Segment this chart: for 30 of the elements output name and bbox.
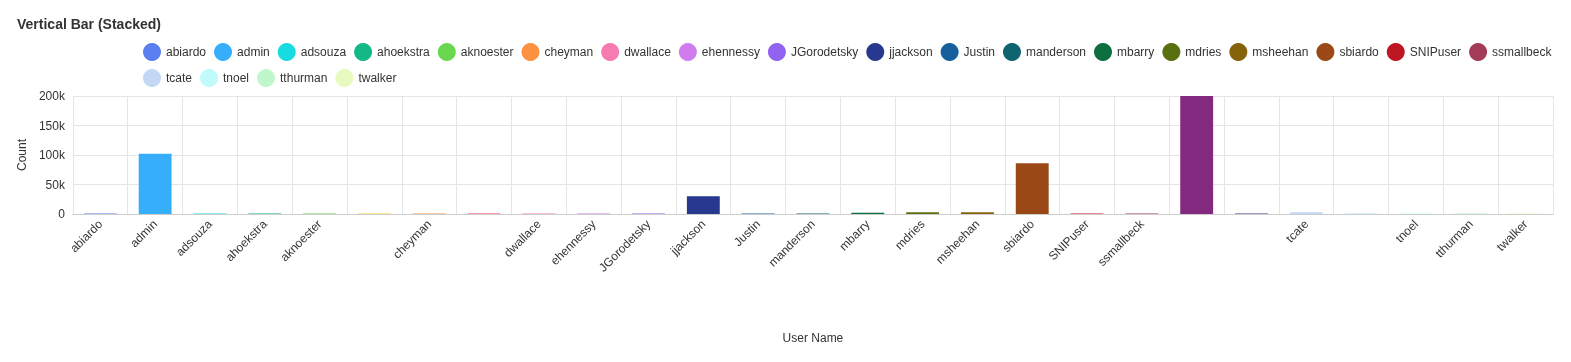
y-axis-title: Count [15, 138, 29, 172]
legend-label: JGorodetsky [790, 45, 859, 59]
legend-label: tthurman [280, 71, 328, 85]
legend-label: tnoel [223, 71, 250, 85]
legend-label: msheehan [1252, 45, 1309, 59]
y-tick-label: 0 [58, 207, 66, 221]
legend-label: ahoekstra [377, 45, 431, 59]
legend-label: abiardo [166, 45, 207, 59]
y-tick-label: 200k [38, 89, 66, 103]
legend-label: cheyman [544, 45, 594, 59]
legend-label: admin [237, 45, 270, 59]
legend-label: mdries [1185, 45, 1222, 59]
legend-label: manderson [1025, 45, 1087, 59]
legend-label: dwallace [624, 45, 672, 59]
y-tick-label: 150k [38, 118, 66, 133]
legend-label: ehennessy [701, 45, 760, 59]
y-tick-label: 50k [45, 177, 66, 192]
legend-label: Justin [963, 45, 995, 59]
legend-label: mbarry [1117, 45, 1155, 59]
y-tick-label: 100k [38, 148, 66, 162]
legend-label: sbiardo [1339, 45, 1380, 59]
chart-title: Vertical Bar (Stacked) [17, 16, 161, 32]
x-axis-title: User Name [782, 331, 844, 345]
legend-label: SNIPuser [1409, 45, 1462, 59]
legend-label: aknoester [460, 45, 514, 59]
legend-label: jjackson [888, 45, 933, 59]
legend-label: ssmallbeck [1492, 45, 1553, 59]
legend-label: adsouza [300, 45, 347, 59]
legend-label: twalker [358, 71, 397, 85]
legend-label: tcate [166, 71, 193, 85]
